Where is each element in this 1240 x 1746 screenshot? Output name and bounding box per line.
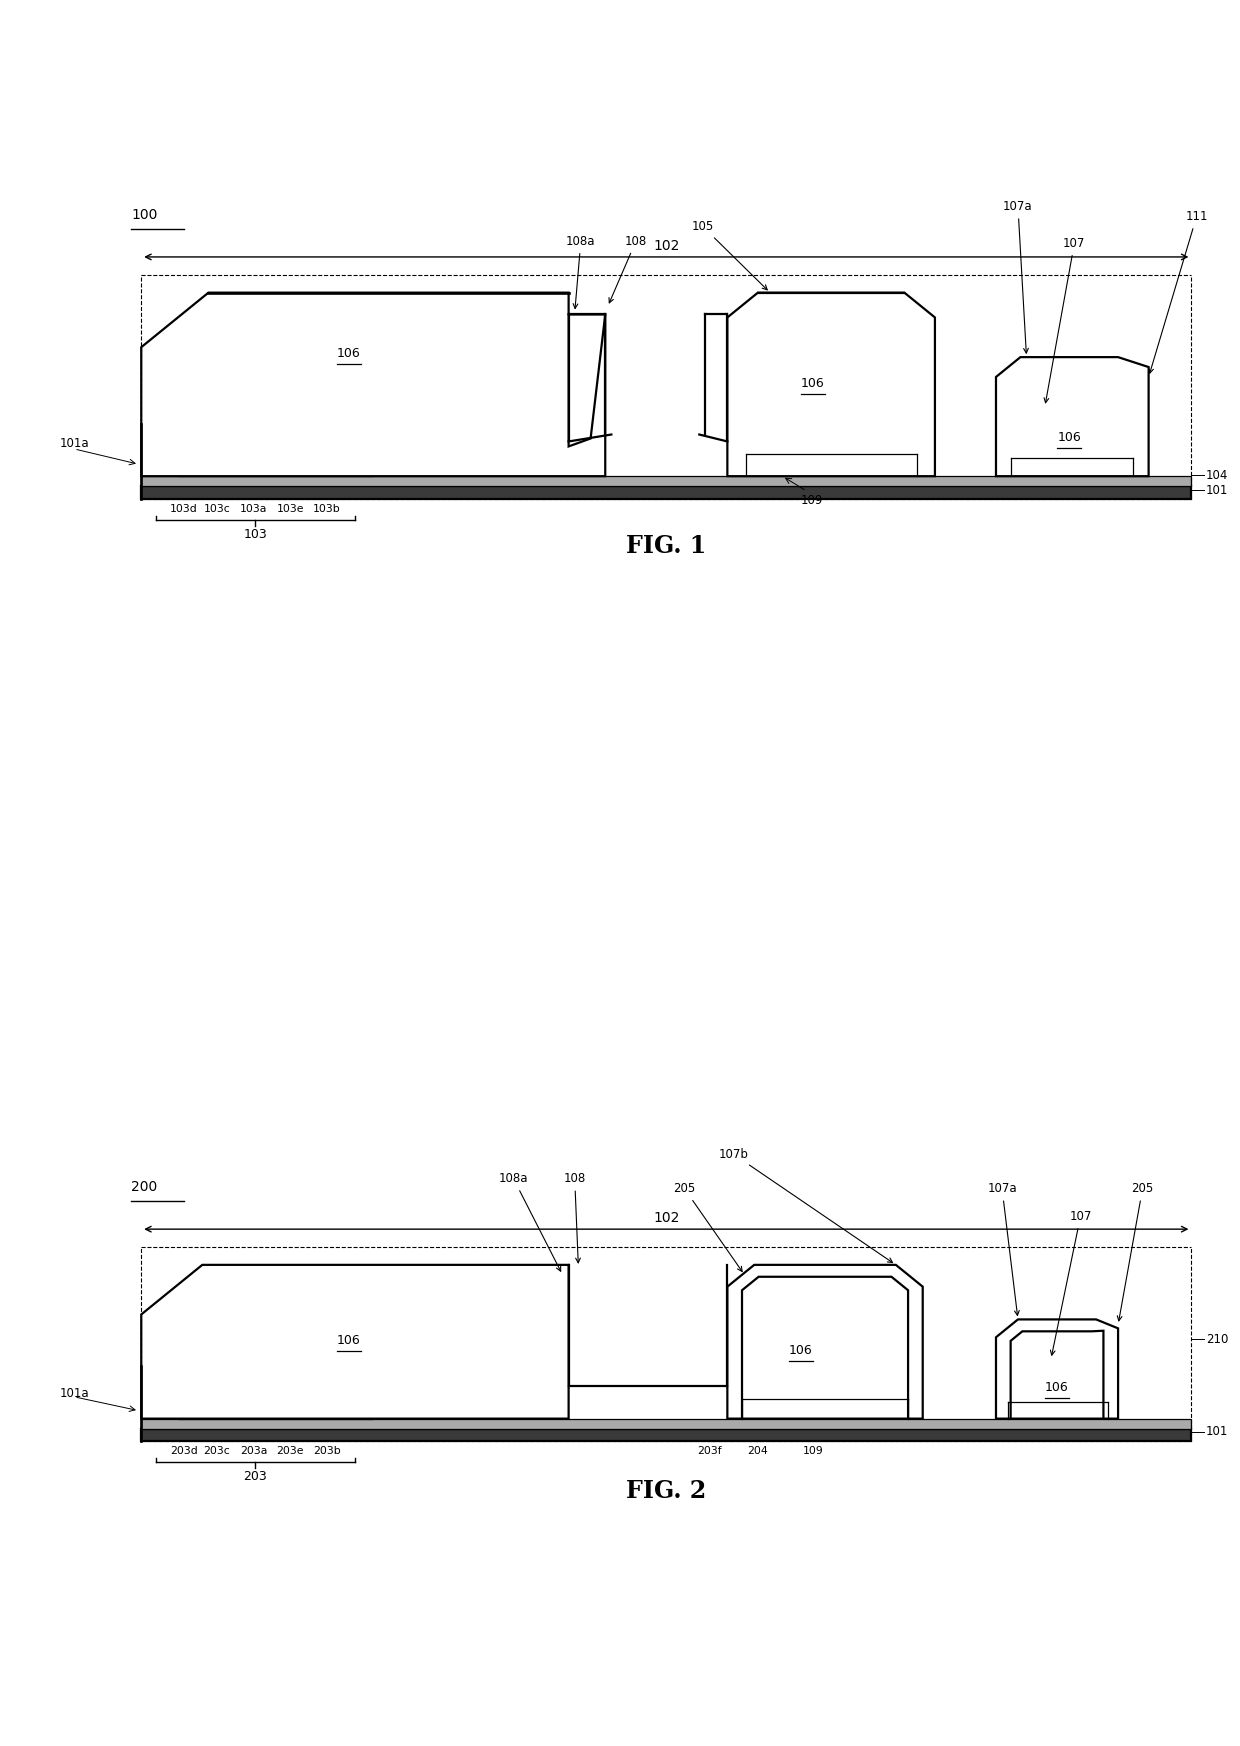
Text: 101: 101	[1207, 1425, 1229, 1439]
Text: FIG. 2: FIG. 2	[626, 1479, 707, 1503]
Text: 106: 106	[1058, 431, 1081, 445]
Text: 106: 106	[789, 1344, 812, 1357]
Text: 203b: 203b	[312, 1446, 341, 1456]
Polygon shape	[141, 485, 1192, 499]
Text: 108a: 108a	[498, 1173, 560, 1271]
Text: 210: 210	[1207, 1332, 1229, 1346]
Text: 203f: 203f	[697, 1446, 722, 1456]
Text: 101a: 101a	[60, 438, 89, 450]
Polygon shape	[996, 358, 1148, 477]
Polygon shape	[569, 314, 605, 447]
Text: 108: 108	[564, 1173, 585, 1262]
Polygon shape	[193, 1400, 357, 1409]
Text: 103: 103	[243, 527, 268, 541]
Text: 200: 200	[131, 1180, 157, 1194]
Text: 101a: 101a	[60, 1388, 89, 1400]
Polygon shape	[728, 293, 935, 477]
Polygon shape	[226, 440, 326, 449]
Text: 205: 205	[673, 1182, 743, 1271]
Polygon shape	[226, 1383, 326, 1392]
Text: 111: 111	[1148, 210, 1208, 374]
Text: 103c: 103c	[203, 505, 231, 513]
Polygon shape	[141, 477, 1192, 485]
Text: 107: 107	[1050, 1210, 1091, 1355]
Text: 102: 102	[653, 1212, 680, 1226]
Polygon shape	[141, 1418, 1192, 1428]
Polygon shape	[242, 1374, 310, 1383]
Polygon shape	[996, 1320, 1118, 1418]
Polygon shape	[177, 468, 373, 477]
Polygon shape	[193, 459, 357, 468]
Text: 203c: 203c	[203, 1446, 231, 1456]
Text: 103b: 103b	[312, 505, 341, 513]
Text: 203a: 203a	[239, 1446, 268, 1456]
Text: 106: 106	[337, 347, 361, 360]
Polygon shape	[210, 449, 341, 459]
Polygon shape	[1011, 1330, 1104, 1418]
Text: 103d: 103d	[170, 505, 198, 513]
Text: 108: 108	[609, 236, 647, 302]
Text: 203: 203	[243, 1470, 268, 1482]
Text: 108a: 108a	[567, 236, 595, 309]
Polygon shape	[742, 1276, 908, 1418]
Text: 107b: 107b	[718, 1147, 893, 1262]
Text: 109: 109	[801, 494, 823, 506]
Text: 106: 106	[1045, 1381, 1069, 1393]
Text: 100: 100	[131, 208, 157, 222]
Polygon shape	[210, 1392, 341, 1400]
Text: 203d: 203d	[170, 1446, 198, 1456]
Text: 205: 205	[1117, 1182, 1153, 1320]
Text: 104: 104	[1207, 468, 1229, 482]
Text: 109: 109	[802, 1446, 823, 1456]
Text: 106: 106	[801, 377, 825, 389]
Polygon shape	[141, 1428, 1192, 1442]
Text: 105: 105	[692, 220, 768, 290]
Text: 204: 204	[748, 1446, 769, 1456]
Text: 107a: 107a	[987, 1182, 1019, 1315]
Text: 203e: 203e	[277, 1446, 304, 1456]
Text: 103a: 103a	[239, 505, 268, 513]
Text: 107a: 107a	[1003, 201, 1033, 353]
Polygon shape	[242, 431, 310, 440]
Text: FIG. 1: FIG. 1	[626, 534, 707, 557]
Text: 103e: 103e	[277, 505, 304, 513]
Text: 107: 107	[1044, 237, 1085, 403]
Polygon shape	[141, 1264, 569, 1418]
Text: 101: 101	[1207, 484, 1229, 496]
Polygon shape	[141, 293, 605, 477]
Polygon shape	[177, 1409, 373, 1418]
Text: 106: 106	[337, 1334, 361, 1348]
Text: 102: 102	[653, 239, 680, 253]
Polygon shape	[728, 1264, 923, 1418]
